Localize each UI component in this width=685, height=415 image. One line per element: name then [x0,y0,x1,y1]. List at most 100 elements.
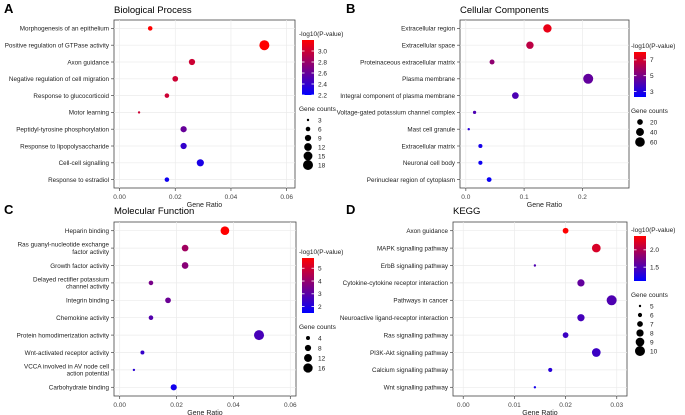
size-legend-dot [635,346,645,356]
size-legend-dot [304,134,312,142]
data-point [548,367,553,372]
color-bar-label: 2.4 [318,81,327,88]
y-category-label: VCCA involved in AV node cell [24,363,109,370]
size-legend-dot [303,363,313,373]
size-legend-title: Gene counts [631,108,669,115]
size-legend-label: 6 [650,312,654,319]
size-legend-title: Gene counts [299,106,337,113]
y-category-label: Plasma membrane [402,76,455,83]
size-legend-label: 15 [318,153,326,160]
data-point [180,126,187,133]
color-bar-label: 3 [650,89,654,96]
data-point [147,26,153,31]
size-legend-label: 4 [318,335,322,342]
y-category-label: Delayed rectifier potassium [33,276,109,283]
size-legend-label: 9 [318,135,322,142]
y-category-label: Proteinaceous extracellular matrix [360,59,456,66]
size-legend-label: 5 [650,303,654,310]
size-legend-dot [306,336,310,340]
x-tick-label: 0.02 [169,194,182,201]
y-category-label: MAPK signalling pathway [377,245,449,252]
x-tick-label: 0.1 [520,194,529,201]
size-legend-label: 8 [650,330,654,337]
color-legend-title: -log10(P-value) [299,31,343,38]
y-category-label: Extracellular matrix [401,143,455,150]
data-point [472,110,477,115]
y-category-label: Peptidyl-tyrosine phosphorylation [16,127,109,134]
size-legend-dot [636,128,644,136]
y-category-label: Perinuclear region of cytoplasm [367,177,455,184]
data-point [140,350,145,355]
data-point [188,58,196,66]
size-legend-dot [304,344,312,352]
data-point [180,142,187,150]
y-category-label: Neuronal cell body [403,160,456,167]
y-category-label: Cell-cell signalling [59,160,110,167]
y-category-label: Morphogenesis of an epithelium [20,26,109,33]
y-category-label: Growth factor activity [50,263,110,270]
size-legend-label: 16 [318,365,326,372]
color-bar-label: 4 [318,278,322,285]
data-point [591,243,601,253]
y-category-label: Positive regulation of GTPase activity [5,43,110,50]
y-category-label: Response to glucocorticoid [33,93,109,100]
data-point [467,128,470,131]
color-bar-label: 5 [650,73,654,80]
x-tick-label: 0.2 [578,194,587,201]
data-point [562,332,569,338]
x-tick-label: 0.03 [610,402,623,409]
y-category-label: Integrin binding [66,298,110,305]
size-legend-dot [305,126,311,132]
size-legend-label: 60 [650,139,658,146]
x-tick-label: 0.00 [457,402,470,409]
y-category-label: Extracellular space [402,43,456,50]
data-point [486,177,492,183]
size-legend-title: Gene counts [299,324,337,331]
data-point [562,227,569,234]
color-bar-label: 3 [318,291,322,298]
size-legend-label: 10 [650,348,658,355]
color-bar [302,258,314,313]
y-category-label: factor activity [72,249,110,256]
plot-area [459,19,630,189]
y-category-label: Negative regulation of cell migration [9,76,110,83]
data-point [533,386,537,389]
y-category-label: Calcium signalling pathway [372,367,449,374]
y-category-label: Response to lipopolysaccharide [20,143,109,150]
x-axis-label: Gene Ratio [522,410,558,415]
data-point [543,24,552,33]
y-category-label: ErbB signalling pathway [381,263,449,270]
color-bar-label: 3.0 [318,48,327,55]
data-point [148,280,154,286]
panel-label: D [346,202,355,217]
x-tick-label: 0.04 [225,194,238,201]
color-bar-label: 2 [318,304,322,311]
y-category-label: channel activity [66,284,110,291]
size-legend-dot [637,119,643,125]
y-category-label: Wnt signalling pathway [384,385,449,392]
data-point [259,40,270,51]
color-bar-label: 5 [318,266,322,273]
size-legend-dot [637,312,643,318]
y-category-label: Wnt-activated receptor activity [25,350,110,357]
color-bar-label: 2.6 [318,70,327,77]
x-tick-label: 0.0 [461,194,470,201]
y-category-label: Protein homodimerization activity [17,332,110,339]
y-category-label: Ras guanyl-nucleotide exchange [18,242,110,249]
x-tick-label: 0.02 [559,402,572,409]
x-tick-label: 0.00 [113,194,126,201]
size-legend-dot [635,137,645,147]
data-point [577,314,585,322]
y-category-label: Cytokine-cytokine receptor interaction [343,280,449,287]
size-legend-title: Gene counts [631,292,669,299]
size-legend-dot [304,143,312,151]
x-tick-label: 0.00 [113,402,126,409]
y-category-label: Integral component of plasma membrane [340,93,455,100]
x-tick-label: 0.02 [170,402,183,409]
data-point [254,330,265,341]
size-legend-dot [306,118,310,122]
size-legend-label: 7 [650,321,654,328]
color-bar-label: 2.2 [318,92,327,99]
data-point [478,143,483,149]
